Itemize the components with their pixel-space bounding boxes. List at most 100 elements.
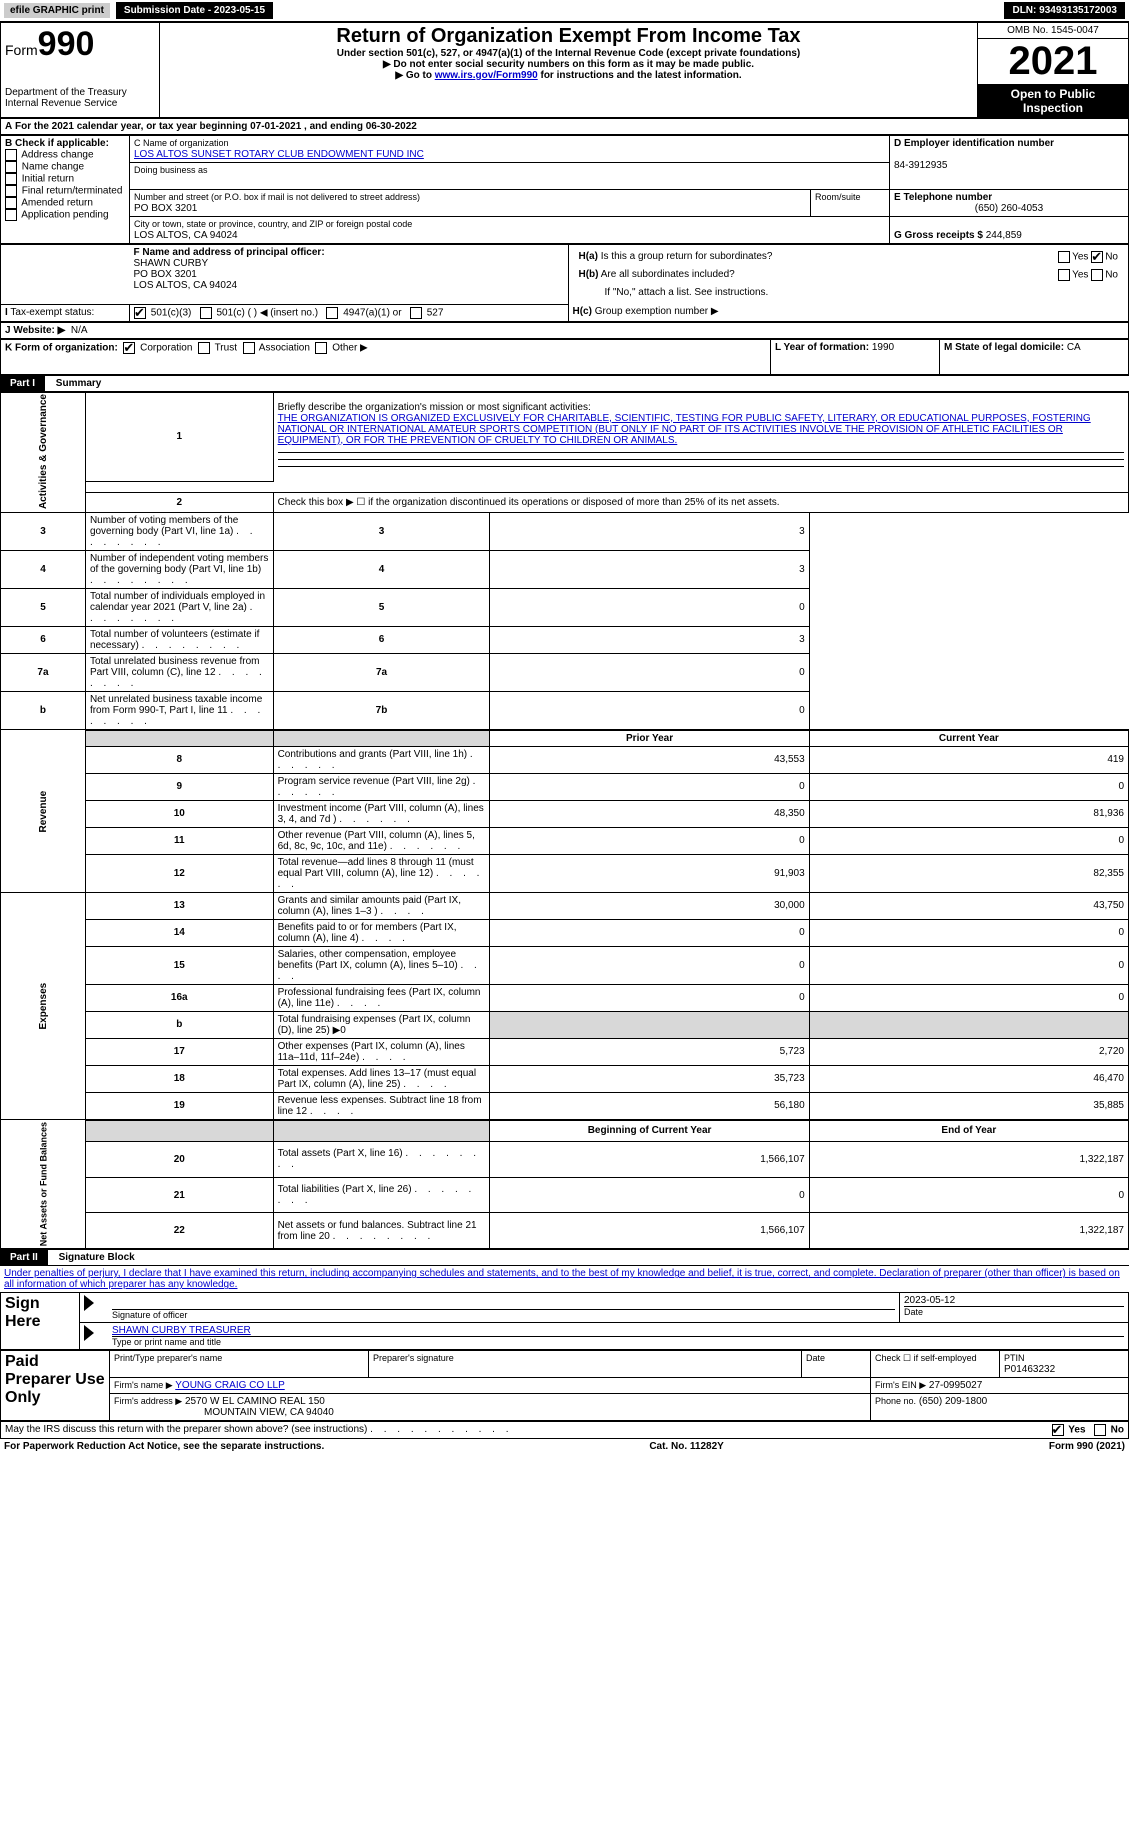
section-a: A For the 2021 calendar year, or tax yea… [0, 118, 1129, 135]
table-row: 6Total number of volunteers (estimate if… [1, 626, 1129, 653]
sidebar-revenue: Revenue [1, 730, 86, 893]
prep-date-label: Date [802, 1351, 871, 1378]
table-row: 12Total revenue—add lines 8 through 11 (… [1, 854, 1129, 892]
prep-sig-label: Preparer's signature [369, 1351, 802, 1378]
checkbox-527[interactable] [410, 307, 422, 319]
section-j: J Website: ▶ N/A [0, 322, 1129, 339]
table-row: 17Other expenses (Part IX, column (A), l… [1, 1038, 1129, 1065]
checkbox-4947[interactable] [326, 307, 338, 319]
table-row: 21Total liabilities (Part X, line 26) . … [1, 1177, 1129, 1213]
table-row: 15Salaries, other compensation, employee… [1, 946, 1129, 984]
part2-tag: Part II [0, 1250, 48, 1265]
checkbox-hb-no[interactable] [1091, 269, 1103, 281]
table-row: 14Benefits paid to or for members (Part … [1, 919, 1129, 946]
firm-name-link[interactable]: YOUNG CRAIG CO LLP [175, 1380, 284, 1391]
footer-left: For Paperwork Reduction Act Notice, see … [4, 1441, 324, 1452]
topbar: efile GRAPHIC print Submission Date - 20… [0, 0, 1129, 22]
sidebar-net: Net Assets or Fund Balances [1, 1120, 86, 1249]
checkbox-final-return[interactable] [5, 185, 17, 197]
irs-link[interactable]: www.irs.gov/Form990 [435, 70, 538, 81]
officer-name-link[interactable]: SHAWN CURBY TREASURER [112, 1325, 251, 1336]
declaration: Under penalties of perjury, I declare th… [0, 1266, 1129, 1292]
line2: Check this box ▶ ☐ if the organization d… [273, 493, 1128, 512]
checkbox-corp[interactable] [123, 342, 135, 354]
section-hc: H(c) Group exemption number ▶ [568, 304, 1129, 321]
firm-addr1: 2570 W EL CAMINO REAL 150 [185, 1396, 325, 1407]
sig-officer-label: Signature of officer [112, 1309, 895, 1320]
sig-date: 2023-05-12 [904, 1295, 955, 1306]
sig-arrow-icon [84, 1295, 94, 1311]
sidebar-governance: Activities & Governance [1, 392, 86, 512]
section-c-street: Number and street (or P.O. box if mail i… [130, 190, 811, 217]
section-b: B Check if applicable: Address change Na… [1, 136, 130, 244]
checkbox-amended[interactable] [5, 197, 17, 209]
table-row: 10Investment income (Part VIII, column (… [1, 800, 1129, 827]
declaration-link[interactable]: Under penalties of perjury, I declare th… [4, 1268, 1120, 1290]
sig-arrow-icon-2 [84, 1325, 94, 1341]
footer-right: Form 990 (2021) [1049, 1441, 1125, 1452]
ptin-value: P01463232 [1004, 1364, 1055, 1375]
sections-b-to-g: B Check if applicable: Address change Na… [0, 135, 1129, 244]
line1-label: Briefly describe the organization's miss… [278, 402, 591, 413]
form-subtitle-3: ▶ Go to www.irs.gov/Form990 for instruct… [164, 70, 973, 81]
checkbox-ha-no[interactable] [1091, 251, 1103, 263]
checkbox-address-change[interactable] [5, 149, 17, 161]
checkbox-assoc[interactable] [243, 342, 255, 354]
sections-k-l-m: K Form of organization: Corporation Trus… [0, 339, 1129, 375]
open-to-public: Open to Public Inspection [978, 85, 1129, 118]
table-row: 8Contributions and grants (Part VIII, li… [1, 746, 1129, 773]
col-current: Current Year [809, 730, 1128, 747]
form-subtitle-1: Under section 501(c), 527, or 4947(a)(1)… [164, 48, 973, 59]
checkbox-hb-yes[interactable] [1058, 269, 1070, 281]
checkbox-other[interactable] [315, 342, 327, 354]
section-c-dba: Doing business as [130, 163, 890, 190]
table-row: 16aProfessional fundraising fees (Part I… [1, 984, 1129, 1011]
part1-body: Activities & Governance 1 Briefly descri… [0, 392, 1129, 1250]
table-row: 11Other revenue (Part VIII, column (A), … [1, 827, 1129, 854]
phone-value: (650) 260-4053 [894, 203, 1124, 214]
checkbox-discuss-no[interactable] [1094, 1424, 1106, 1436]
section-g: G Gross receipts $ 244,859 [890, 217, 1129, 244]
checkbox-initial-return[interactable] [5, 173, 17, 185]
table-row: 20Total assets (Part X, line 16) . . . .… [1, 1141, 1129, 1177]
mission-link[interactable]: THE ORGANIZATION IS ORGANIZED EXCLUSIVEL… [278, 413, 1091, 446]
checkbox-name-change[interactable] [5, 161, 17, 173]
section-c-city: City or town, state or province, country… [130, 217, 890, 244]
omb-number: OMB No. 1545-0047 [978, 23, 1128, 38]
discuss-label: May the IRS discuss this return with the… [5, 1424, 367, 1435]
discuss-row: May the IRS discuss this return with the… [0, 1421, 1129, 1439]
checkbox-501c3[interactable] [134, 307, 146, 319]
website-value: N/A [71, 325, 88, 336]
part1-tag: Part I [0, 376, 45, 391]
section-f: F Name and address of principal officer:… [130, 245, 569, 305]
section-c-room: Room/suite [811, 190, 890, 217]
paid-preparer-label: Paid Preparer Use Only [1, 1351, 110, 1421]
col-prior: Prior Year [490, 730, 809, 747]
tax-year: 2021 [978, 38, 1128, 84]
sidebar-expenses: Expenses [1, 892, 86, 1120]
table-row: 13Grants and similar amounts paid (Part … [1, 892, 1129, 919]
prep-name-label: Print/Type preparer's name [110, 1351, 369, 1378]
footer-center: Cat. No. 11282Y [649, 1441, 723, 1452]
table-row: 3Number of voting members of the governi… [1, 512, 1129, 550]
table-row: 22Net assets or fund balances. Subtract … [1, 1213, 1129, 1249]
checkbox-discuss-yes[interactable] [1052, 1424, 1064, 1436]
section-e: E Telephone number (650) 260-4053 [890, 190, 1129, 217]
checkbox-501c[interactable] [200, 307, 212, 319]
part1-title: Summary [48, 378, 102, 389]
section-c-name: C Name of organization LOS ALTOS SUNSET … [130, 136, 890, 163]
section-i-opts: 501(c)(3) 501(c) ( ) ◀ (insert no.) 4947… [130, 304, 569, 321]
efile-label: efile GRAPHIC print [4, 3, 110, 18]
dept-treasury: Department of the Treasury Internal Reve… [1, 85, 160, 118]
firm-addr2: MOUNTAIN VIEW, CA 94040 [114, 1407, 334, 1418]
checkbox-trust[interactable] [198, 342, 210, 354]
part2-header-row: Part II Signature Block [0, 1249, 1129, 1266]
year-formation: 1990 [872, 342, 894, 353]
dln-label: DLN: 93493135172003 [1004, 2, 1125, 19]
firm-ein: 27-0995027 [929, 1380, 982, 1391]
checkbox-application-pending[interactable] [5, 209, 17, 221]
org-name-link[interactable]: LOS ALTOS SUNSET ROTARY CLUB ENDOWMENT F… [134, 149, 424, 160]
table-row: bNet unrelated business taxable income f… [1, 691, 1129, 730]
checkbox-ha-yes[interactable] [1058, 251, 1070, 263]
submission-date-button[interactable]: Submission Date - 2023-05-15 [116, 2, 273, 19]
